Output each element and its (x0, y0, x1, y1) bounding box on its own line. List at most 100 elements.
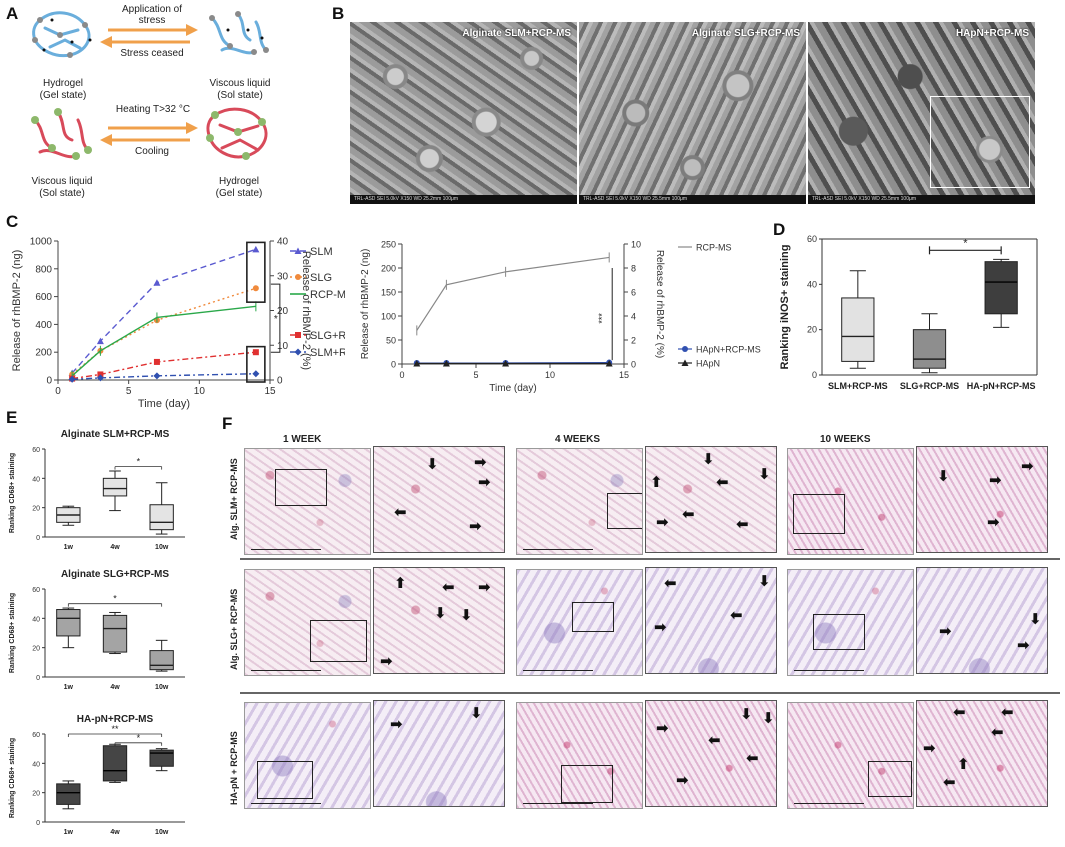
tissue-texture (788, 449, 913, 554)
arrow-label-cooling: Cooling (135, 146, 169, 157)
panel-a-schematic (31, 11, 269, 160)
data-point (68, 375, 76, 383)
significance-marker: ** (111, 724, 119, 734)
stress-arrows-icon (100, 24, 198, 48)
histology-image (787, 448, 914, 555)
data-point (252, 245, 260, 253)
pointer-arrow-icon: ⬅ (664, 575, 677, 592)
sem-footer: TRL-ASD SEI 5.0kV X150 WD 25.5mm 100μm (808, 195, 1035, 204)
legend-marker (295, 332, 301, 338)
row-label-hapn: HA-pN + RCP-MS (229, 731, 239, 805)
y-tick-label: 0 (812, 370, 817, 380)
pointer-arrow-icon: ⬅ (953, 704, 966, 721)
pointer-arrow-icon: ⬅ (442, 579, 455, 596)
y-tick-label: 20 (32, 506, 40, 513)
tissue-texture (917, 447, 1047, 552)
row-label-slm: Alg. SLM+ RCP-MS (229, 458, 239, 540)
panel-label-e: E (6, 408, 18, 427)
state-phase: (Sol state) (39, 188, 85, 199)
pointer-arrow-icon: ➡ (987, 514, 1000, 531)
y-tick-label: 1000 (30, 237, 53, 248)
x-tick-label: 5 (473, 370, 478, 380)
series-line-slm (71, 248, 257, 374)
legend-marker (295, 274, 301, 280)
state-name: Viscous liquid (31, 176, 93, 187)
significance-marker: * (137, 457, 141, 467)
series-line-rcp-ms (416, 256, 610, 331)
state-phase: (Gel state) (39, 90, 87, 101)
y-tick-label: 40 (32, 616, 40, 623)
y-tick-label: 40 (32, 476, 40, 483)
heating-arrows-icon (100, 122, 198, 146)
pointer-arrow-icon: ⬅ (943, 774, 956, 791)
x-tick-label: 10 (194, 386, 206, 397)
tissue-texture (917, 568, 1047, 673)
state-phase: (Sol state) (217, 90, 263, 101)
y-tick-label: 50 (386, 336, 396, 346)
pointer-arrow-icon: ➡ (380, 653, 393, 670)
state-label-bottom-left: Viscous liquid (Sol state) (22, 176, 102, 200)
sem-label: Alginate SLG+RCP-MS (691, 28, 800, 39)
arrow-label-heating: Heating T>32 °C (115, 104, 191, 115)
data-point (502, 360, 510, 367)
data-point (96, 374, 104, 382)
box-10w (149, 504, 174, 531)
scale-bar (523, 802, 593, 804)
tissue-texture (646, 447, 776, 552)
scale-bar (794, 548, 864, 550)
box-4w (102, 477, 128, 497)
x-tick-label: 5 (126, 386, 132, 397)
column-label-10-weeks: 10 WEEKS (820, 434, 871, 445)
tissue-texture (374, 701, 504, 806)
series-line-rcp-ms (71, 305, 256, 377)
y-tick-label: 0 (36, 675, 40, 682)
cd68-boxplot-slg: 0 20 40 60 1w 4w 10w Ranking CD68+ staining Algi… (9, 569, 185, 691)
histology-image (244, 448, 371, 555)
tissue-texture (646, 568, 776, 673)
tissue-texture (374, 568, 504, 673)
pointer-arrow-icon: ⬅ (746, 750, 759, 767)
y-right-tick-label: 30 (277, 271, 289, 282)
pointer-arrow-icon: ⬆ (957, 756, 970, 773)
scale-bar (794, 802, 864, 804)
data-point (153, 372, 161, 380)
x-category-label: 10w (155, 829, 169, 836)
data-point (153, 358, 160, 365)
histology-zoom-inset: ⬅ ⬇ ➡ ⬅ (645, 567, 777, 674)
pointer-arrow-icon: ⬇ (740, 706, 753, 723)
y-tick-label: 400 (35, 320, 52, 331)
y-tick-label: 60 (807, 234, 817, 244)
histology-image (787, 569, 914, 676)
y-right-tick-label: 20 (277, 306, 289, 317)
pointer-arrow-icon: ➡ (656, 720, 669, 737)
y-right-tick-label: 10 (277, 341, 289, 352)
y-tick-label: 800 (35, 264, 52, 275)
scale-bar (523, 548, 593, 550)
tissue-texture (245, 703, 370, 808)
pointer-arrow-icon: ➡ (923, 740, 936, 757)
zoom-region-box (793, 494, 845, 534)
tissue-texture (788, 703, 913, 808)
pointer-arrow-icon: ⬇ (470, 705, 483, 722)
highlight-box-bottom (246, 345, 266, 383)
pointer-arrow-icon: ⬇ (460, 607, 473, 624)
x-axis-label: Time (day) (138, 398, 190, 410)
significance-marker: *** (597, 313, 607, 324)
inos-boxplot: 0 20 40 60 SLM+RCP-MS SLG+RCP-MS HA-pN+RCP-MS R… (779, 234, 1038, 391)
y-axis-label: Release of rhBMP-2 (ng) (11, 250, 23, 372)
significance-marker: * (963, 237, 968, 249)
y-right-tick-label: 40 (277, 237, 289, 248)
data-point (605, 360, 613, 367)
y-tick-label: 0 (46, 376, 52, 387)
row-label-slg: Alg. SLG+ RCP-MS (229, 588, 239, 670)
x-tick-label: 15 (619, 370, 629, 380)
zoom-region-box (257, 761, 313, 799)
x-tick-label: 0 (55, 386, 61, 397)
x-category-label: 4w (110, 829, 120, 836)
zoom-region-box (310, 620, 367, 662)
y-axis-right-label: Release of rhBMP-2 (%) (300, 251, 312, 370)
box-slg-rcp-ms (912, 329, 947, 369)
y-axis-right-label: Release of rhBMP-2 (%) (654, 250, 665, 358)
